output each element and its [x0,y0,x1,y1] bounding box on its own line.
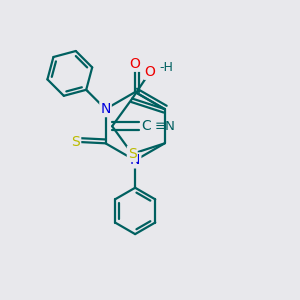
Text: N: N [130,153,140,167]
Text: O: O [145,65,155,79]
Text: C: C [141,119,151,133]
Text: S: S [128,147,136,161]
Text: -H: -H [159,61,173,74]
Text: N: N [100,102,111,116]
Text: O: O [130,57,141,71]
Text: ≡N: ≡N [154,120,176,133]
Text: S: S [71,135,80,149]
